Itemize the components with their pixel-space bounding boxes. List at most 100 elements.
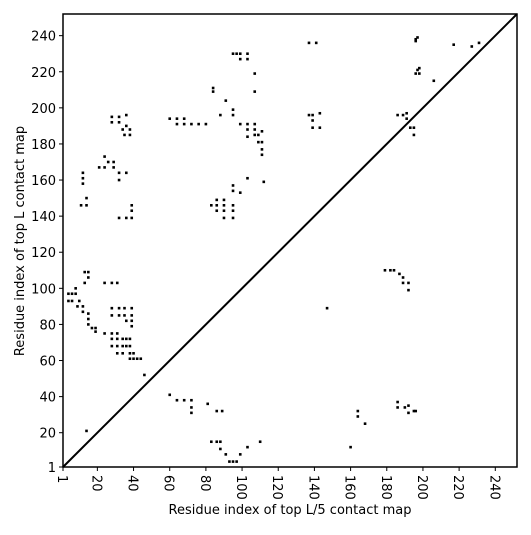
contact-point (121, 337, 124, 341)
contact-point (231, 184, 235, 187)
contact-point (182, 122, 186, 126)
contact-point (117, 178, 121, 182)
contact-point (260, 140, 264, 144)
contact-point (87, 270, 90, 274)
contact-point (125, 344, 128, 348)
contact-point (190, 406, 193, 409)
contact-point (81, 171, 85, 175)
contact-point (106, 160, 110, 164)
contact-point (222, 209, 226, 213)
contact-point (405, 117, 408, 120)
contact-point (128, 337, 132, 341)
contact-point (246, 52, 249, 56)
x-tick-label: 20 (88, 475, 103, 492)
contact-point (211, 90, 215, 93)
contact-point (130, 306, 134, 310)
contact-point (238, 122, 242, 126)
contact-point (110, 337, 114, 341)
x-tick-label: 220 (450, 475, 465, 500)
contact-point (67, 299, 70, 303)
contact-point (168, 117, 172, 120)
contact-point (206, 402, 210, 406)
contact-point (215, 204, 219, 207)
contact-point (97, 166, 101, 169)
contact-point (132, 357, 135, 361)
contact-point (260, 153, 264, 157)
contact-point (416, 68, 419, 72)
contact-point (219, 447, 222, 451)
contact-point (143, 373, 146, 377)
contact-point (403, 406, 407, 409)
contact-point (115, 281, 119, 285)
y-axis-label: Residue index of top L contact map (13, 126, 28, 356)
contact-point (253, 122, 257, 126)
contact-point (215, 198, 219, 202)
contact-point (383, 268, 387, 272)
contact-point (139, 357, 143, 361)
contact-point (231, 189, 235, 193)
x-axis-label: Residue index of top L/5 contact map (169, 503, 412, 518)
y-tick-label: 220 (31, 66, 56, 81)
contact-point (311, 119, 314, 122)
contact-point (112, 160, 115, 164)
contact-point (125, 216, 128, 220)
contact-point (407, 281, 410, 285)
contact-point (224, 453, 228, 456)
diagonal (62, 13, 518, 468)
contact-point (363, 422, 367, 425)
contact-point (238, 453, 242, 456)
contact-point (416, 36, 419, 39)
x-tick-label: 200 (414, 475, 429, 500)
contact-point (392, 268, 396, 272)
contact-point (110, 281, 114, 285)
x-tick-label: 240 (486, 475, 501, 500)
contact-point (231, 113, 235, 117)
contact-point (396, 400, 399, 404)
contact-point (219, 113, 222, 117)
y-tick-label: 20 (39, 427, 56, 442)
x-tick-label: 100 (233, 475, 248, 500)
contact-point (175, 122, 179, 126)
contact-point (231, 209, 235, 213)
x-tick-label: 80 (197, 475, 212, 492)
contact-point (175, 398, 179, 402)
contact-point (414, 72, 418, 75)
plot-frame (62, 13, 518, 468)
contact-point (67, 292, 70, 296)
contact-point (307, 41, 311, 45)
contact-point (117, 120, 121, 124)
contact-point (246, 128, 249, 131)
contact-point (211, 86, 215, 90)
contact-point (77, 299, 81, 303)
contact-point (110, 332, 114, 335)
contact-point (257, 133, 260, 137)
contact-point (74, 287, 77, 290)
contact-point (130, 204, 134, 207)
contact-point (103, 332, 106, 335)
contact-point (228, 460, 231, 463)
x-tick-label: 40 (125, 475, 140, 492)
contact-point (123, 133, 126, 137)
contact-point (253, 128, 257, 131)
contact-point (452, 43, 455, 46)
contact-point (407, 404, 410, 407)
contact-point (407, 411, 410, 415)
contact-point (215, 440, 219, 444)
contact-point (128, 344, 132, 348)
contact-point (401, 281, 405, 285)
contact-point (246, 122, 249, 126)
contact-point (128, 133, 132, 137)
contact-point (349, 445, 352, 449)
contact-point (356, 415, 360, 418)
contact-point (260, 130, 264, 133)
contact-point (121, 351, 124, 355)
contact-point (117, 171, 121, 175)
contact-point (87, 317, 90, 321)
contact-point (401, 276, 405, 279)
contact-point (115, 344, 119, 348)
contact-point (235, 52, 238, 56)
contact-point (125, 113, 128, 117)
contact-point (182, 398, 186, 402)
contact-point (132, 351, 135, 355)
contact-point (389, 268, 392, 272)
